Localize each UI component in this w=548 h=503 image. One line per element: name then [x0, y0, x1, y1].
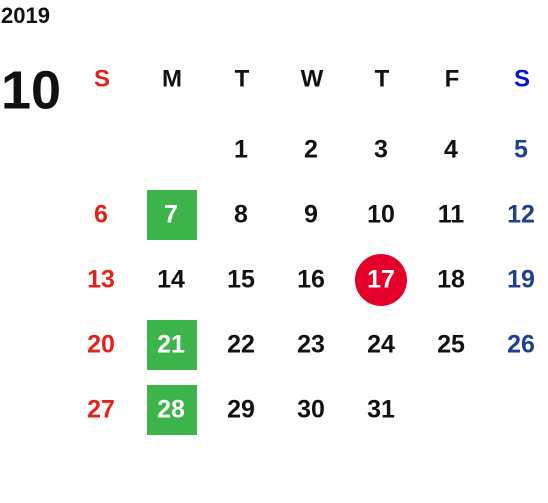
day-number: 22	[227, 331, 255, 359]
day-number: 5	[514, 136, 528, 164]
month: 10	[1, 60, 61, 120]
day-number: 20	[87, 331, 115, 359]
day-number: 15	[227, 266, 255, 294]
day-number: 28	[157, 396, 185, 424]
day-number: 9	[304, 201, 318, 229]
weekday-label: F	[445, 65, 460, 92]
day-number: 3	[374, 136, 388, 164]
day-number: 26	[507, 331, 535, 359]
holiday-highlight	[147, 385, 197, 435]
day-number: 21	[157, 331, 185, 359]
day-number: 19	[507, 266, 535, 294]
day-number: 17	[367, 266, 395, 294]
day-number: 29	[227, 396, 255, 424]
day-number: 2	[304, 136, 318, 164]
weekday-label: T	[235, 65, 250, 92]
day-number: 27	[87, 396, 115, 424]
weekday-label: T	[375, 65, 390, 92]
year: 2019	[1, 3, 50, 28]
weekday-label: S	[514, 65, 530, 92]
day-number: 25	[437, 331, 465, 359]
day-number: 6	[94, 201, 108, 229]
day-number: 12	[507, 201, 535, 229]
day-number: 7	[164, 201, 178, 229]
weekday-label: W	[301, 65, 324, 92]
day-number: 14	[157, 266, 185, 294]
day-number: 18	[437, 266, 465, 294]
weekday-label: M	[162, 65, 182, 92]
weekday-label: S	[94, 65, 110, 92]
holiday-highlight	[147, 320, 197, 370]
day-number: 31	[367, 396, 395, 424]
day-number: 30	[297, 396, 325, 424]
day-number: 11	[438, 201, 465, 229]
day-number: 13	[87, 266, 115, 294]
day-number: 1	[234, 136, 248, 164]
day-number: 16	[297, 266, 325, 294]
day-number: 4	[444, 136, 458, 164]
day-number: 24	[367, 331, 395, 359]
today-highlight	[355, 254, 407, 306]
day-number: 23	[297, 331, 325, 359]
day-number: 10	[367, 201, 395, 229]
day-number: 8	[234, 201, 248, 229]
holiday-highlight	[147, 190, 197, 240]
